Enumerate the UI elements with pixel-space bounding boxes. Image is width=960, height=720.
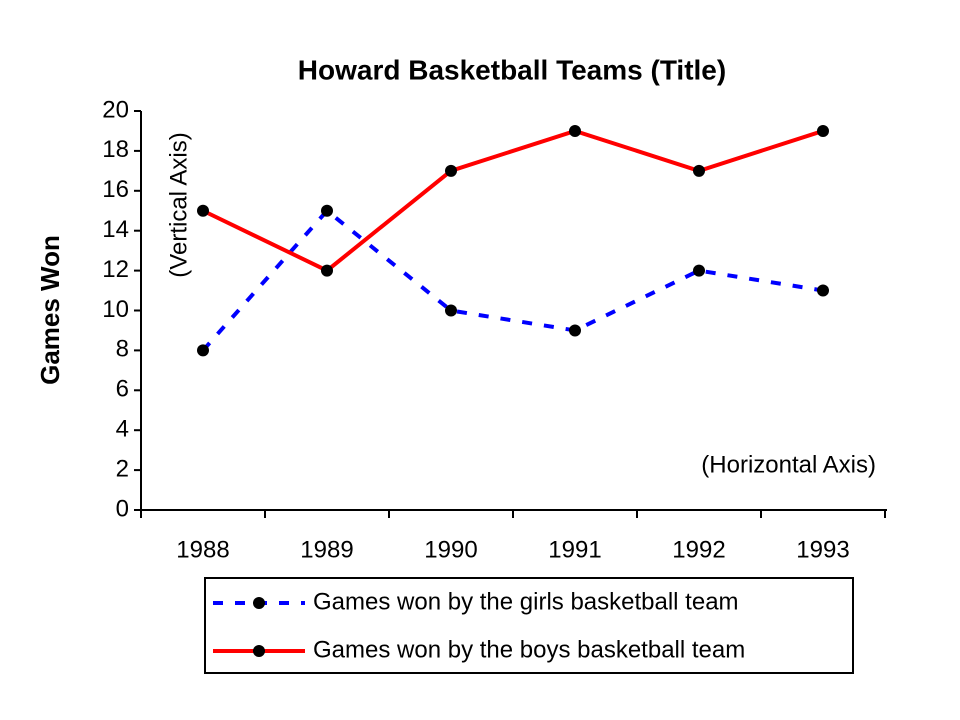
- y-tick-label: 14: [102, 216, 129, 243]
- x-tick-label: 1989: [300, 536, 353, 563]
- data-point: [693, 164, 705, 177]
- legend-marker: [253, 645, 265, 657]
- y-tick-label: 18: [102, 136, 129, 163]
- y-tick-label: 16: [102, 176, 129, 203]
- data-point: [569, 324, 581, 337]
- data-point: [817, 284, 829, 297]
- y-tick-label: 20: [102, 96, 129, 123]
- x-tick-label: 1992: [672, 536, 725, 563]
- data-point: [197, 344, 209, 357]
- data-point: [197, 204, 209, 217]
- x-tick-label: 1990: [424, 536, 477, 563]
- legend-box: [204, 577, 854, 674]
- data-point: [321, 204, 333, 217]
- y-tick-label: 4: [116, 416, 129, 443]
- annotation: (Vertical Axis): [165, 132, 192, 277]
- legend-label: Games won by the boys basketball team: [313, 636, 745, 663]
- y-axis-label: Games Won: [35, 235, 65, 385]
- x-tick-label: 1988: [176, 536, 229, 563]
- chart-title: Howard Basketball Teams (Title): [298, 54, 726, 85]
- data-point: [693, 264, 705, 277]
- y-tick-label: 6: [116, 376, 129, 403]
- data-point: [321, 264, 333, 277]
- y-tick-label: 12: [102, 256, 129, 283]
- annotation: (Horizontal Axis): [701, 451, 876, 478]
- data-point: [569, 124, 581, 137]
- data-point: [445, 304, 457, 317]
- y-tick-label: 0: [116, 495, 129, 522]
- data-point: [817, 124, 829, 137]
- x-tick-label: 1993: [796, 536, 849, 563]
- series-line: [202, 128, 824, 273]
- data-point: [445, 164, 457, 177]
- y-tick-label: 2: [116, 455, 129, 482]
- y-tick-label: 10: [102, 296, 129, 323]
- legend-label: Games won by the girls basketball team: [313, 588, 739, 615]
- y-tick-label: 8: [116, 336, 129, 363]
- series-line: [201, 207, 824, 352]
- x-tick-label: 1991: [548, 536, 601, 563]
- legend-marker: [253, 597, 265, 609]
